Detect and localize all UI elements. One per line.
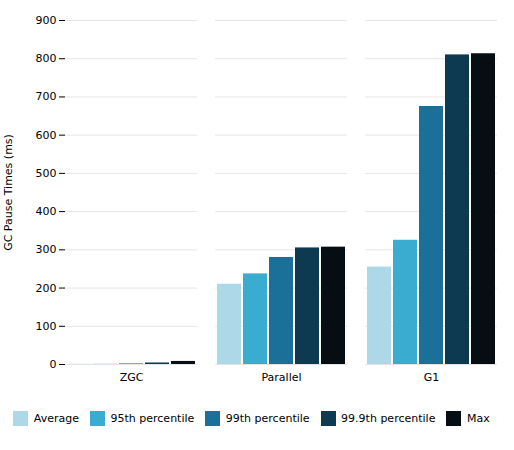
svg-text:Parallel: Parallel — [261, 371, 301, 384]
svg-text:100: 100 — [36, 320, 57, 333]
svg-text:700: 700 — [36, 90, 57, 103]
html-text:95th percentile: 95th percentile — [110, 412, 195, 425]
svg-text:400: 400 — [36, 205, 57, 218]
svg-text:0: 0 — [50, 358, 57, 371]
html-text:99.9th percentile: 99.9th percentile — [341, 412, 436, 425]
svg-text:500: 500 — [36, 167, 57, 180]
svg-text:GC Pause Times (ms): GC Pause Times (ms) — [2, 134, 15, 251]
svg-text:900: 900 — [36, 14, 57, 27]
svg-text:600: 600 — [36, 129, 57, 142]
svg-text:ZGC: ZGC — [120, 371, 144, 384]
svg-text:800: 800 — [36, 52, 57, 65]
html-text:99th percentile: 99th percentile — [225, 412, 310, 425]
html-text:Average: Average — [33, 412, 79, 425]
svg-text:G1: G1 — [424, 371, 440, 384]
svg-text:300: 300 — [36, 243, 57, 256]
svg-text:200: 200 — [36, 282, 57, 295]
html-text:Max: Max — [466, 412, 490, 425]
